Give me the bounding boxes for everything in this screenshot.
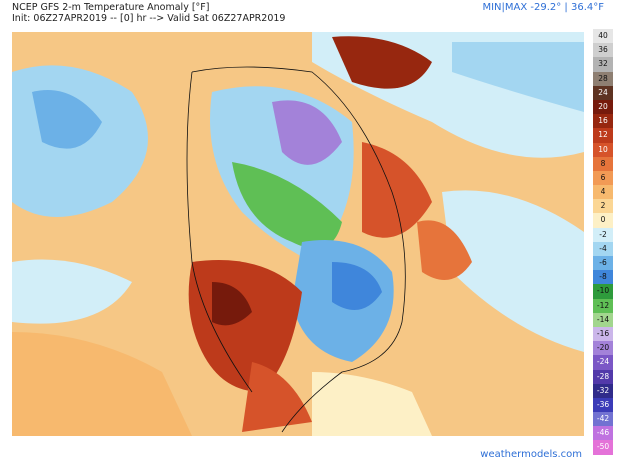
legend-cell: 32	[593, 57, 613, 72]
legend-cell: 8	[593, 156, 613, 171]
legend-cell: -2	[593, 227, 613, 242]
legend-cell: -32	[593, 383, 613, 398]
legend-cell: 20	[593, 99, 613, 115]
legend-cell: 40	[593, 29, 613, 44]
legend-cell: -10	[593, 284, 613, 299]
legend-cell: 2	[593, 199, 613, 214]
legend-cell: -46	[593, 426, 613, 441]
legend-cell: 12	[593, 128, 613, 143]
legend-cell: 36	[593, 43, 613, 58]
legend-cell: -36	[593, 397, 613, 413]
legend-cell: 6	[593, 170, 613, 186]
legend-cell: -8	[593, 270, 613, 285]
legend-cell: -16	[593, 326, 613, 342]
legend-cell: 28	[593, 71, 613, 86]
color-legend: 40 36 32 28 24 20 16 12 10 8 6 4 2 0 -2 -4 -6 -8 -10 -12 -14…	[593, 29, 613, 455]
legend-cell: -4	[593, 241, 613, 256]
legend-cell: -20	[593, 341, 613, 356]
legend-cell: 24	[593, 85, 613, 100]
legend-cell: 4	[593, 185, 613, 200]
legend-cell: 16	[593, 114, 613, 129]
legend-cell: -12	[593, 298, 613, 313]
title: NCEP GFS 2-m Temperature Anomaly [°F]	[12, 2, 210, 13]
legend-cell: 0	[593, 213, 613, 228]
legend-cell: -42	[593, 412, 613, 427]
legend-cell: -24	[593, 355, 613, 370]
legend-cell: -14	[593, 312, 613, 327]
min-max: MIN|MAX -29.2° | 36.4°F	[482, 2, 604, 13]
legend-cell: -50	[593, 440, 613, 455]
legend-cell: -6	[593, 256, 613, 271]
legend-cell: 10	[593, 142, 613, 157]
map	[12, 32, 584, 436]
credit: weathermodels.com	[480, 449, 582, 460]
legend-cell: -28	[593, 369, 613, 384]
subtitle: Init: 06Z27APR2019 -- [0] hr --> Valid S…	[12, 13, 286, 24]
